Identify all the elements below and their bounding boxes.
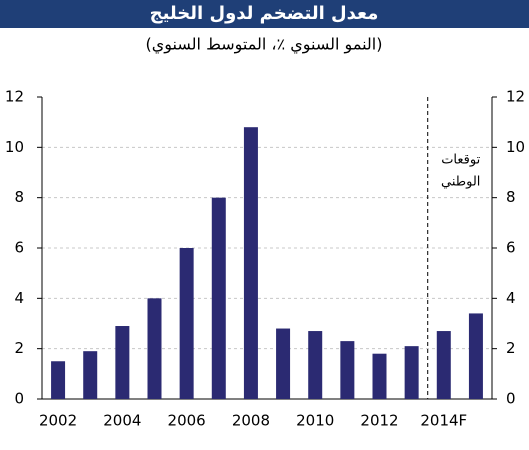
y2-tick-label: 8 [506,188,516,206]
y-tick-label: 0 [14,390,24,408]
bar [211,197,226,399]
y2-tick-label: 12 [506,88,525,106]
bar [308,331,323,399]
y-tick-label: 4 [14,289,24,307]
bar [51,361,66,399]
y2-tick-label: 2 [506,339,516,357]
x-tick-label: 2014F [420,412,467,430]
y-tick-label: 8 [14,188,24,206]
bar [115,326,130,399]
x-tick-label: 2012 [360,412,398,430]
y2-tick-label: 4 [506,289,516,307]
title-bar [0,0,529,28]
chart-title: معدل التضخم لدول الخليج [150,3,379,24]
y2-tick-label: 10 [506,138,525,156]
y-tick-label: 6 [14,239,24,257]
y-tick-label: 10 [5,138,24,156]
x-tick-label: 2008 [232,412,270,430]
y-tick-label: 12 [5,88,24,106]
bar [404,346,419,399]
bar [179,248,194,399]
bar [276,328,291,399]
chart-subtitle: (النمو السنوي ٪، المتوسط السنوي) [146,35,383,55]
x-tick-label: 2004 [103,412,141,430]
x-tick-label: 2002 [39,412,77,430]
y-tick-label: 2 [14,339,24,357]
bar [83,351,98,399]
y2-tick-label: 0 [506,390,516,408]
annotation: الوطني [441,175,480,190]
y2-tick-label: 6 [506,239,516,257]
annotation: توقعات [441,153,480,168]
bar [243,127,258,399]
bar [147,298,162,399]
x-tick-label: 2006 [168,412,206,430]
bar [436,331,451,399]
bar [340,341,355,399]
bar [468,313,483,399]
x-tick-label: 2010 [296,412,334,430]
bar [372,353,387,399]
